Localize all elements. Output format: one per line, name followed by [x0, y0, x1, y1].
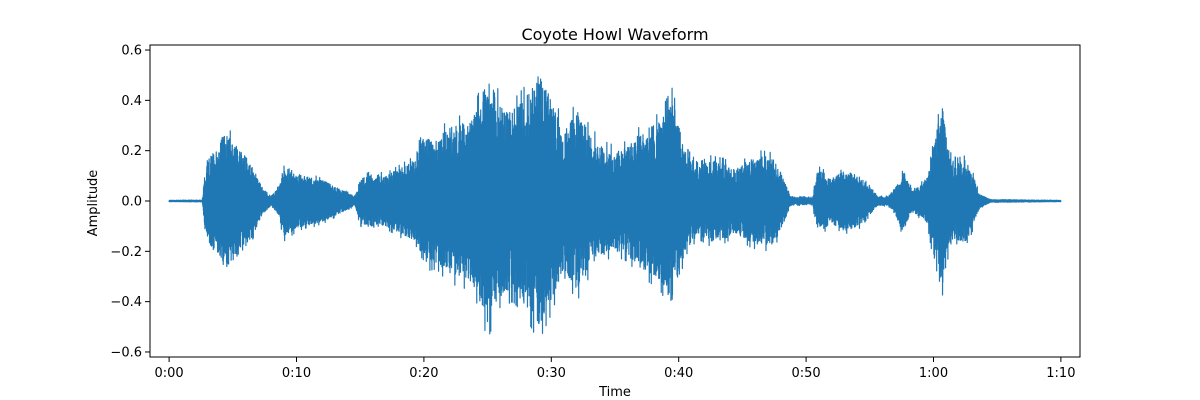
y-axis-label: Amplitude	[86, 170, 101, 237]
x-axis: 0:00 0:10 0:20 0:30 0:40 0:50 1:00 1:10	[155, 357, 1075, 381]
x-axis-label: Time	[598, 385, 631, 400]
y-tick-label: −0.6	[110, 345, 142, 360]
x-tick-label: 1:00	[919, 366, 948, 381]
waveform-series	[168, 76, 1062, 335]
y-tick-label: −0.2	[110, 245, 142, 260]
x-tick-label: 0:40	[664, 366, 693, 381]
x-tick-label: 1:10	[1046, 366, 1075, 381]
y-tick-label: −0.4	[110, 295, 142, 310]
waveform-line	[168, 76, 1062, 335]
y-tick-label: 0.4	[121, 94, 142, 109]
x-tick-label: 0:20	[409, 366, 438, 381]
x-tick-label: 0:10	[282, 366, 311, 381]
x-tick-label: 0:00	[155, 366, 184, 381]
x-tick-label: 0:30	[537, 366, 566, 381]
y-tick-label: 0.2	[121, 144, 142, 159]
y-tick-label: 0.6	[121, 44, 142, 59]
y-axis: 0.6 0.4 0.2 0.0 −0.2 −0.4 −0.6	[110, 44, 150, 360]
chart-title: Coyote Howl Waveform	[521, 25, 708, 44]
x-tick-label: 0:50	[791, 366, 820, 381]
y-tick-label: 0.0	[121, 195, 142, 210]
